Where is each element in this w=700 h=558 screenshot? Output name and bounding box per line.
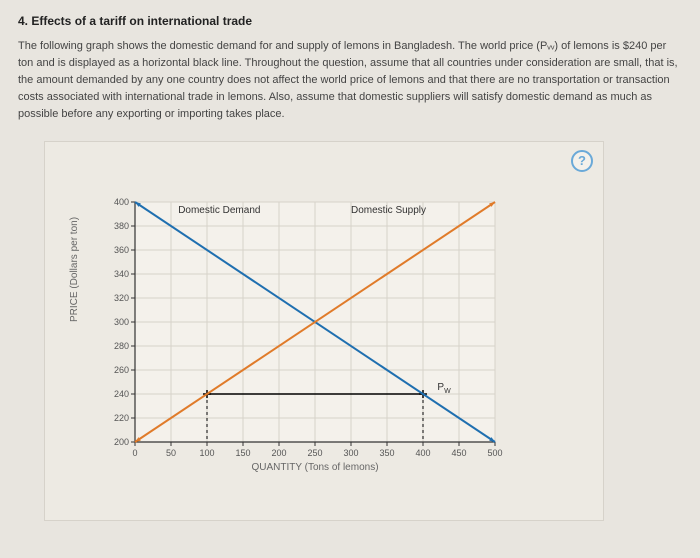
y-tick-label: 200 xyxy=(114,437,129,447)
question-body: The following graph shows the domestic d… xyxy=(18,38,682,123)
x-tick-label: 450 xyxy=(451,448,466,458)
y-tick-label: 240 xyxy=(114,389,129,399)
x-tick-label: 50 xyxy=(166,448,176,458)
x-tick-label: 350 xyxy=(379,448,394,458)
question-heading: 4. Effects of a tariff on international … xyxy=(18,14,682,28)
x-axis-label: QUANTITY (Tons of lemons) xyxy=(135,462,495,473)
series-label: PW xyxy=(437,382,450,395)
x-tick-label: 500 xyxy=(487,448,502,458)
chart-panel: ? PRICE (Dollars per ton) 20022024026028… xyxy=(44,141,604,521)
x-tick-label: 250 xyxy=(307,448,322,458)
y-tick-label: 400 xyxy=(114,197,129,207)
y-tick-label: 380 xyxy=(114,221,129,231)
x-tick-label: 0 xyxy=(132,448,137,458)
series-label: Domestic Demand xyxy=(178,205,260,216)
x-tick-label: 400 xyxy=(415,448,430,458)
y-tick-label: 220 xyxy=(114,413,129,423)
y-tick-label: 340 xyxy=(114,269,129,279)
y-tick-label: 320 xyxy=(114,293,129,303)
x-tick-label: 300 xyxy=(343,448,358,458)
x-tick-label: 100 xyxy=(199,448,214,458)
y-tick-label: 300 xyxy=(114,317,129,327)
y-axis-label: PRICE (Dollars per ton) xyxy=(69,217,80,322)
x-tick-label: 150 xyxy=(235,448,250,458)
help-button[interactable]: ? xyxy=(571,150,593,172)
chart-plot-area: 2002202402602803003203403603804000501001… xyxy=(135,202,495,442)
series-label: Domestic Supply xyxy=(351,205,426,216)
y-tick-label: 360 xyxy=(114,245,129,255)
y-tick-label: 260 xyxy=(114,365,129,375)
y-tick-label: 280 xyxy=(114,341,129,351)
x-tick-label: 200 xyxy=(271,448,286,458)
